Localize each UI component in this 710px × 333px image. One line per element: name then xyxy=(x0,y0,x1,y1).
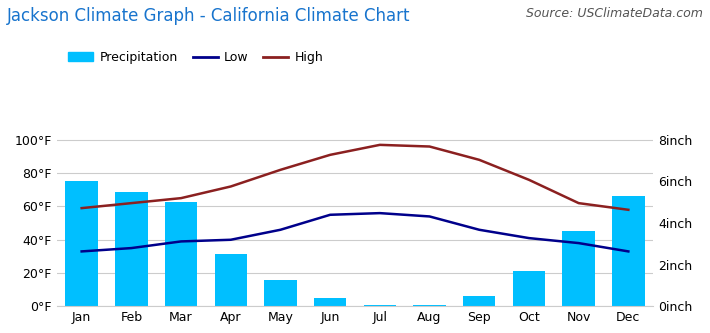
Bar xyxy=(364,305,396,306)
Bar xyxy=(513,271,545,306)
Bar xyxy=(65,181,98,306)
Bar xyxy=(562,231,595,306)
Bar xyxy=(612,196,645,306)
Bar xyxy=(115,192,148,306)
Bar xyxy=(413,305,446,306)
Legend: Precipitation, Low, High: Precipitation, Low, High xyxy=(63,46,329,69)
Bar xyxy=(314,298,346,306)
Bar xyxy=(264,280,297,306)
Bar xyxy=(463,296,496,306)
Bar xyxy=(214,254,247,306)
Text: Source: USClimateData.com: Source: USClimateData.com xyxy=(526,7,703,20)
Text: Jackson Climate Graph - California Climate Chart: Jackson Climate Graph - California Clima… xyxy=(7,7,410,25)
Bar xyxy=(165,202,197,306)
